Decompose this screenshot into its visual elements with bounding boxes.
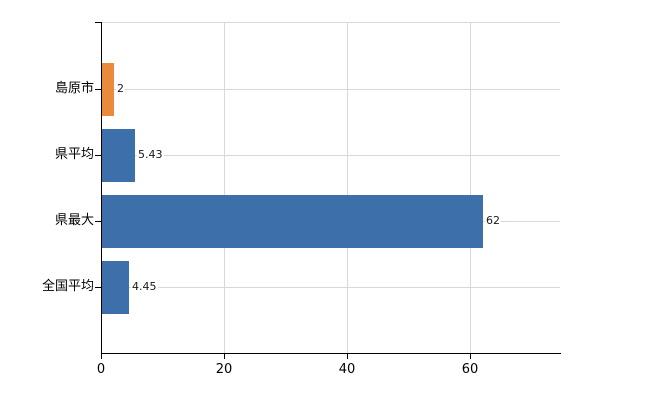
y-axis-tick xyxy=(95,221,101,222)
x-axis-tick-60 xyxy=(470,353,471,359)
bar-value-label: 5.43 xyxy=(137,148,164,162)
category-label-全国平均: 全国平均 xyxy=(41,279,94,294)
y-axis-tick xyxy=(95,89,101,90)
bar-県最大 xyxy=(102,194,483,248)
bar-value-label: 4.45 xyxy=(131,280,158,294)
x-axis-tick-40 xyxy=(347,353,348,359)
x-axis-tick-20 xyxy=(224,353,225,359)
x-tick-label: 60 xyxy=(461,362,479,377)
y-axis-top-tick xyxy=(95,22,101,23)
vertical-gridline-60 xyxy=(470,22,471,353)
bar-value-label: 2 xyxy=(116,82,125,96)
vertical-gridline-40 xyxy=(347,22,348,353)
y-axis xyxy=(101,22,102,353)
bar-全国平均 xyxy=(102,260,129,314)
bar-県平均 xyxy=(102,128,135,182)
bar-value-label: 62 xyxy=(485,214,501,228)
plot-top-gridline xyxy=(101,22,560,23)
vertical-gridline-20 xyxy=(224,22,225,353)
category-label-県平均: 県平均 xyxy=(54,147,94,162)
horizontal-gridline xyxy=(101,287,560,288)
y-axis-tick xyxy=(95,287,101,288)
horizontal-gridline xyxy=(101,155,560,156)
x-axis-tick-0 xyxy=(101,353,102,359)
x-tick-label: 20 xyxy=(215,362,233,377)
category-label-県最大: 県最大 xyxy=(54,213,94,228)
category-label-島原市: 島原市 xyxy=(54,81,94,96)
x-tick-label: 0 xyxy=(96,362,106,377)
y-axis-tick xyxy=(95,155,101,156)
x-tick-label: 40 xyxy=(338,362,356,377)
x-axis xyxy=(101,353,561,354)
plot-area: 2 5.43 62 4.45 xyxy=(101,22,560,353)
bar-島原市 xyxy=(102,62,114,116)
horizontal-gridline xyxy=(101,89,560,90)
